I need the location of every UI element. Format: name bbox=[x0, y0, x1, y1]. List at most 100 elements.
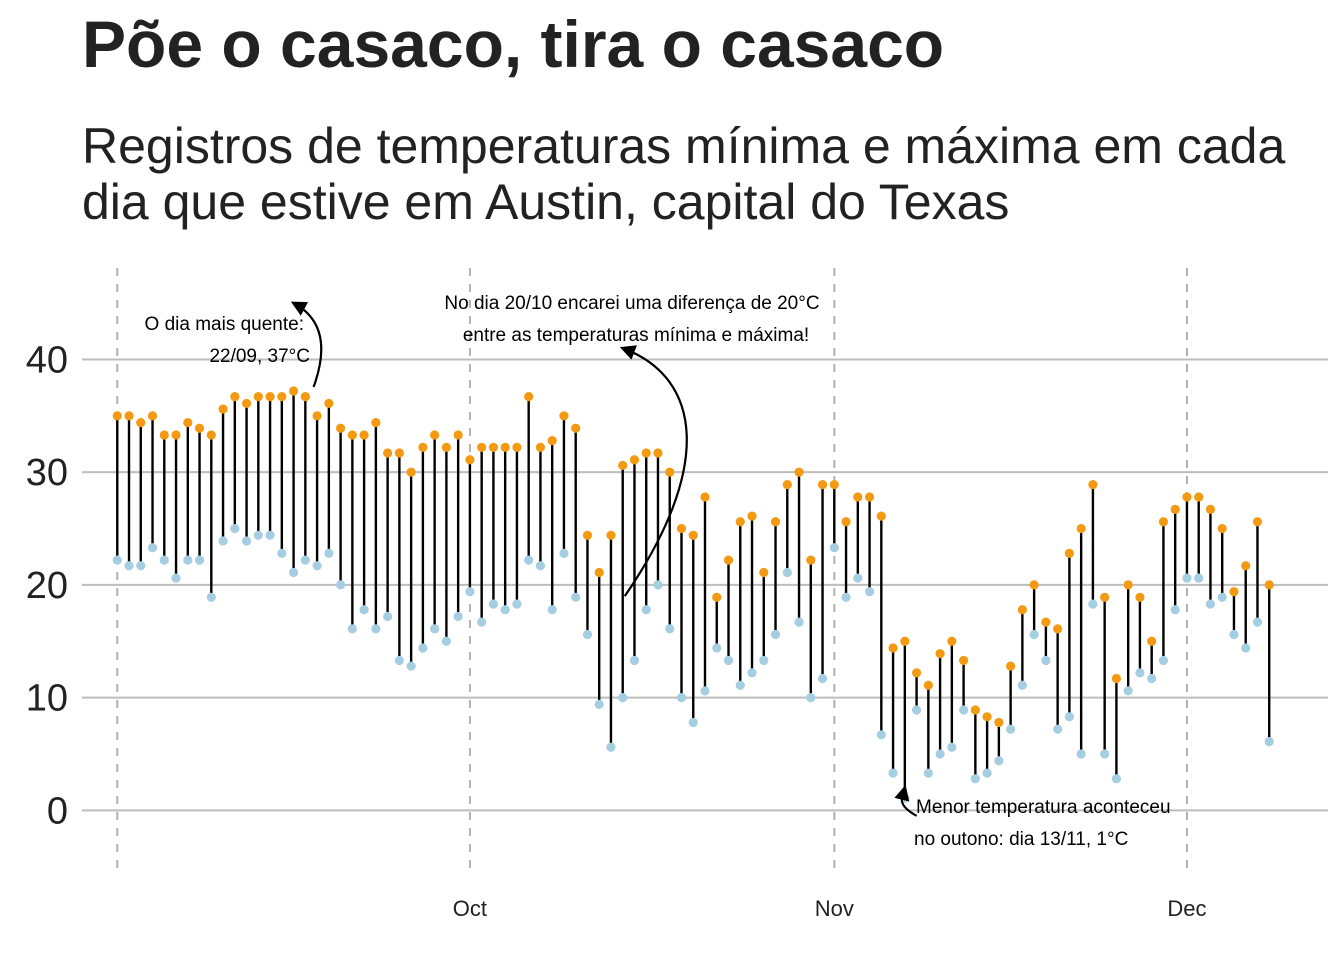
max-point bbox=[782, 479, 792, 490]
min-point bbox=[253, 530, 263, 540]
min-point bbox=[1111, 774, 1122, 784]
max-point bbox=[1111, 673, 1122, 684]
min-point bbox=[1053, 724, 1063, 734]
max-point bbox=[900, 636, 910, 646]
min-point bbox=[488, 599, 499, 609]
min-point bbox=[747, 668, 757, 678]
subtitle-line: dia que estive em Austin, capital do Tex… bbox=[82, 174, 1010, 230]
min-point bbox=[582, 629, 593, 640]
max-point bbox=[676, 523, 687, 534]
y-axis-ticks: 0 10 20 30 40 bbox=[26, 339, 68, 832]
max-point bbox=[477, 442, 487, 452]
max-point bbox=[853, 492, 863, 502]
min-point bbox=[441, 636, 451, 646]
subtitle-line: Registros de temperaturas mínima e máxim… bbox=[82, 118, 1286, 174]
max-point bbox=[1017, 605, 1027, 615]
annotation-text: 22/09, 37°C bbox=[209, 346, 310, 367]
max-point bbox=[206, 430, 216, 440]
min-point bbox=[735, 680, 745, 690]
max-point bbox=[982, 712, 992, 722]
max-point bbox=[265, 392, 275, 402]
max-point bbox=[347, 430, 357, 440]
max-point bbox=[1029, 580, 1039, 590]
min-point bbox=[782, 567, 792, 578]
max-points bbox=[112, 386, 1274, 728]
max-point bbox=[418, 442, 428, 452]
max-point bbox=[535, 442, 546, 452]
gridlines bbox=[82, 358, 1328, 812]
max-point bbox=[770, 517, 781, 527]
min-point bbox=[535, 561, 546, 571]
max-point bbox=[1053, 624, 1063, 634]
max-point bbox=[688, 530, 698, 540]
max-point bbox=[1100, 592, 1110, 602]
max-point bbox=[935, 649, 945, 659]
max-point bbox=[136, 417, 146, 428]
max-point bbox=[700, 492, 710, 502]
min-point bbox=[947, 742, 957, 752]
max-point bbox=[759, 567, 769, 578]
min-point bbox=[712, 643, 722, 653]
min-point bbox=[559, 548, 569, 558]
max-point bbox=[1064, 548, 1074, 558]
max-point bbox=[970, 705, 980, 715]
max-point bbox=[1041, 617, 1051, 627]
max-point bbox=[394, 448, 404, 458]
max-point bbox=[312, 411, 322, 421]
min-point bbox=[1182, 573, 1192, 583]
min-point bbox=[159, 555, 169, 565]
max-point bbox=[1252, 517, 1263, 527]
max-point bbox=[559, 411, 569, 421]
min-point bbox=[723, 655, 734, 666]
min-point bbox=[618, 693, 628, 703]
max-point bbox=[1241, 561, 1251, 571]
max-point bbox=[147, 411, 158, 421]
min-point bbox=[171, 573, 181, 583]
max-point bbox=[371, 417, 381, 428]
min-point bbox=[500, 605, 510, 615]
max-point bbox=[1182, 492, 1192, 502]
min-point bbox=[864, 587, 875, 597]
min-point bbox=[970, 774, 980, 784]
max-point bbox=[112, 411, 122, 421]
min-point bbox=[265, 530, 275, 540]
min-point bbox=[1217, 592, 1227, 602]
max-point bbox=[1158, 517, 1169, 527]
min-point bbox=[112, 555, 122, 565]
min-point bbox=[418, 643, 428, 653]
max-point bbox=[336, 423, 346, 433]
max-point bbox=[1123, 580, 1133, 590]
min-point bbox=[876, 730, 886, 740]
annotations: O dia mais quente: 22/09, 37°C No dia 20/1… bbox=[145, 293, 1171, 850]
min-point bbox=[406, 661, 416, 671]
x-tick-label: Dec bbox=[1167, 896, 1206, 921]
x-tick-label: Oct bbox=[453, 896, 487, 921]
max-point bbox=[524, 392, 534, 402]
min-point bbox=[230, 523, 240, 534]
max-point bbox=[1170, 504, 1180, 514]
min-point bbox=[1158, 655, 1169, 666]
min-point bbox=[288, 567, 299, 578]
min-point bbox=[547, 605, 557, 615]
max-point bbox=[665, 467, 675, 477]
min-point bbox=[676, 693, 687, 703]
min-point bbox=[982, 768, 992, 778]
min-point bbox=[1252, 617, 1263, 627]
max-point bbox=[359, 430, 369, 440]
min-point bbox=[430, 624, 440, 634]
min-point bbox=[147, 543, 158, 553]
max-point bbox=[253, 392, 263, 402]
min-point bbox=[1029, 629, 1039, 640]
max-point bbox=[911, 668, 922, 678]
min-point bbox=[817, 673, 828, 684]
min-point bbox=[241, 536, 252, 546]
min-point bbox=[1135, 668, 1145, 678]
min-point bbox=[629, 655, 640, 666]
max-point bbox=[794, 467, 804, 477]
min-point bbox=[465, 587, 475, 597]
min-point bbox=[218, 536, 228, 546]
max-point bbox=[241, 398, 252, 409]
min-point bbox=[641, 605, 651, 615]
max-point bbox=[594, 567, 604, 578]
min-point bbox=[347, 624, 357, 634]
